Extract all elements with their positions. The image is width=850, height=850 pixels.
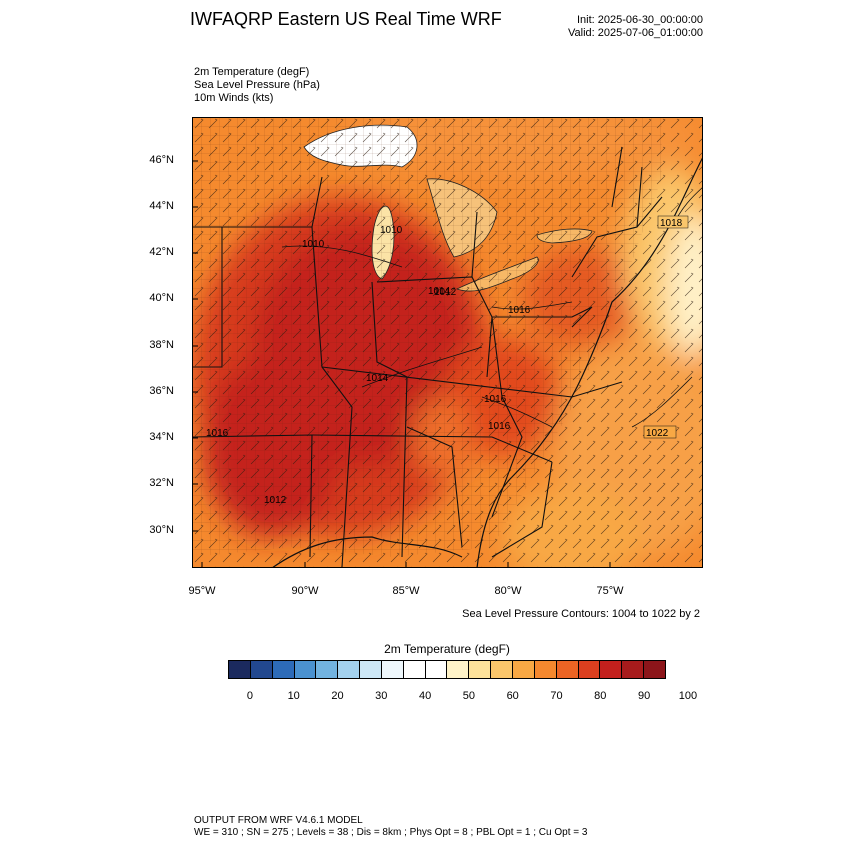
- isobar-label: 1018: [660, 218, 683, 229]
- model-info: OUTPUT FROM WRF V4.6.1 MODEL WE = 310 ; …: [194, 815, 587, 839]
- colorbar-tick-label: 30: [375, 690, 388, 702]
- colorbar-swatch: [271, 661, 294, 678]
- weather-map: 1010 1010 1012 1014 1016 1016 1016 1016 …: [192, 117, 703, 568]
- isobar-label: 1016: [488, 421, 511, 432]
- isobar-label: 1010: [302, 239, 325, 250]
- colorbar-swatch: [229, 661, 250, 678]
- field-pressure: Sea Level Pressure (hPa): [194, 79, 320, 91]
- lat-label: 46°N: [149, 154, 174, 166]
- lat-label: 38°N: [149, 339, 174, 351]
- map-frame: [192, 117, 703, 568]
- isobar-label: 1016: [206, 428, 229, 439]
- isobar-label: 1012: [264, 495, 287, 506]
- colorbar-tick-label: 40: [418, 690, 432, 702]
- colorbar-title: 2m Temperature (degF): [384, 642, 510, 656]
- lat-label: 40°N: [149, 292, 174, 304]
- valid-time: Valid: 2025-07-06_01:00:00: [568, 27, 703, 39]
- axis-ticks: [192, 160, 611, 568]
- init-time: Init: 2025-06-30_00:00:00: [577, 14, 703, 26]
- colorbar-tick-label: 70: [550, 690, 563, 702]
- lon-label: 95°W: [188, 585, 216, 597]
- lat-label: 36°N: [149, 385, 174, 397]
- lat-label: 34°N: [149, 431, 174, 443]
- colorbar-tick-label: 0: [246, 690, 253, 702]
- model-config: WE = 310 ; SN = 275 ; Levels = 38 ; Dis …: [194, 827, 588, 838]
- lon-label: 85°W: [392, 585, 420, 597]
- colorbar-swatch: [511, 661, 534, 678]
- isobar-label: 1016: [508, 305, 531, 316]
- colorbar-tick-label: 50: [462, 690, 476, 702]
- coastline: [476, 156, 703, 568]
- colorbar-swatch: [643, 661, 665, 678]
- lat-label: 32°N: [149, 477, 174, 489]
- lon-label: 80°W: [494, 585, 522, 597]
- colorbar-swatch: [359, 661, 381, 678]
- colorbar: [228, 660, 666, 679]
- lat-label: 44°N: [149, 200, 174, 212]
- colorbar-swatch: [468, 661, 491, 678]
- isobars: [281, 186, 703, 428]
- colorbar-tick-label: 10: [287, 690, 300, 702]
- colorbar-swatch: [380, 661, 403, 678]
- lat-label: 42°N: [149, 246, 174, 258]
- isobar-label: 1016: [484, 394, 507, 405]
- lon-label: 75°W: [596, 585, 624, 597]
- isobar-labels: 1010 1010 1012 1014 1016 1016 1016 1016 …: [206, 215, 689, 506]
- field-temperature: 2m Temperature (degF): [194, 66, 310, 78]
- colorbar-swatch: [577, 661, 600, 678]
- isobar-label: 1012: [434, 287, 457, 298]
- colorbar-swatch: [490, 661, 512, 678]
- colorbar-tick-label: 60: [506, 690, 519, 702]
- colorbar-tick-label: 100: [678, 690, 698, 702]
- colorbar-swatch: [249, 661, 272, 678]
- field-list: 2m Temperature (degF) Sea Level Pressure…: [194, 66, 320, 105]
- colorbar-swatch: [402, 661, 425, 678]
- colorbar-tick-label: 90: [637, 690, 651, 702]
- colorbar-swatch: [293, 661, 316, 678]
- colorbar-swatch: [533, 661, 556, 678]
- colorbar-swatch: [621, 661, 644, 678]
- colorbar-swatch: [599, 661, 622, 678]
- model-version: OUTPUT FROM WRF V4.6.1 MODEL: [194, 815, 363, 826]
- field-winds: 10m Winds (kts): [194, 92, 274, 104]
- colorbar-ticks: 0 10 20 30 40 50 60 70 80 90 100: [0, 690, 850, 704]
- isobar-label: 1010: [380, 225, 403, 236]
- contour-note: Sea Level Pressure Contours: 1004 to 102…: [462, 608, 700, 620]
- lon-label: 90°W: [291, 585, 319, 597]
- colorbar-swatch: [555, 661, 578, 678]
- gulf-coastline: [271, 536, 463, 568]
- colorbar-tick-label: 20: [331, 690, 344, 702]
- colorbar-swatch: [446, 661, 469, 678]
- isobar-label: 1014: [366, 373, 389, 384]
- colorbar-swatch: [337, 661, 360, 678]
- colorbar-tick-label: 80: [594, 690, 607, 702]
- page-title: IWFAQRP Eastern US Real Time WRF: [190, 9, 502, 29]
- wind-barbs: [192, 117, 703, 568]
- lat-label: 30°N: [149, 524, 174, 536]
- colorbar-swatch: [315, 661, 338, 678]
- colorbar-swatch: [424, 661, 447, 678]
- isobar-label: 1014: [428, 286, 451, 297]
- isobar-label: 1022: [646, 428, 669, 439]
